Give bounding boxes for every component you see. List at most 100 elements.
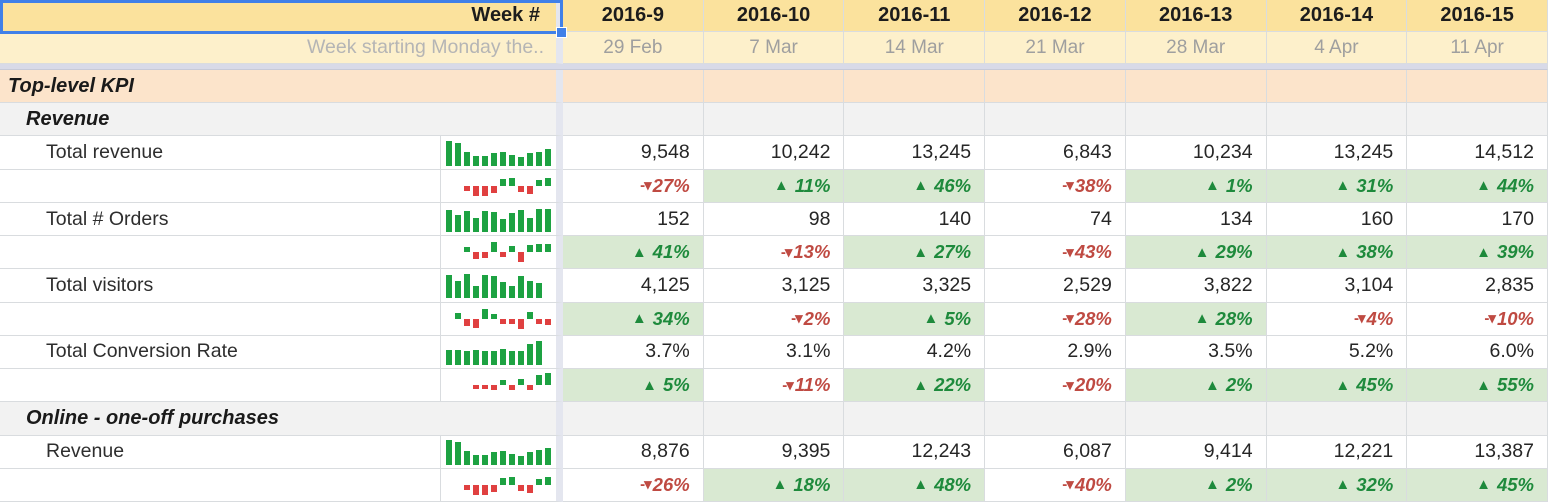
- section-empty-cell[interactable]: [563, 103, 704, 137]
- delta-cell[interactable]: ▲ 31%: [1266, 169, 1408, 203]
- value-cell[interactable]: 5.2%: [1266, 335, 1408, 370]
- section-empty-cell[interactable]: [703, 103, 845, 137]
- value-cell[interactable]: 2,529: [985, 269, 1126, 303]
- delta-cell[interactable]: ▲ 45%: [1266, 369, 1408, 403]
- delta-cell[interactable]: ▲ 2%: [1125, 468, 1267, 502]
- sparkline-cell[interactable]: [441, 369, 563, 403]
- section-empty-cell[interactable]: [1407, 103, 1548, 137]
- column-header-2016-13[interactable]: 2016-13: [1125, 0, 1267, 32]
- value-cell[interactable]: 9,414: [1125, 435, 1267, 469]
- delta-cell[interactable]: ▲ 34%: [563, 302, 704, 336]
- section-empty-cell[interactable]: [1125, 70, 1267, 104]
- delta-cell[interactable]: ▲ 29%: [1125, 236, 1267, 270]
- sparkline-cell[interactable]: [441, 468, 563, 502]
- delta-cell[interactable]: -▾ 43%: [985, 236, 1126, 270]
- value-cell[interactable]: 3,104: [1266, 269, 1408, 303]
- value-cell[interactable]: 12,221: [1266, 435, 1408, 469]
- value-cell[interactable]: 3,822: [1125, 269, 1267, 303]
- value-cell[interactable]: 8,876: [563, 435, 704, 469]
- delta-cell[interactable]: ▲ 46%: [844, 169, 986, 203]
- fill-handle[interactable]: [556, 27, 567, 38]
- delta-cell[interactable]: -▾ 28%: [985, 302, 1126, 336]
- week-start-date-cell-4-apr[interactable]: 4 Apr: [1266, 32, 1408, 64]
- week-number-header-cell[interactable]: Week #: [0, 0, 563, 32]
- delta-cell[interactable]: -▾ 26%: [563, 468, 704, 502]
- sparkline-cell[interactable]: [441, 302, 563, 336]
- row-label-total-revenue[interactable]: Total revenue: [0, 136, 441, 170]
- value-cell[interactable]: 3.7%: [563, 335, 704, 370]
- section-empty-cell[interactable]: [563, 402, 704, 436]
- value-cell[interactable]: 160: [1266, 202, 1408, 237]
- section-empty-cell[interactable]: [985, 402, 1126, 436]
- row-label-total-conversion-rate[interactable]: Total Conversion Rate: [0, 335, 441, 370]
- value-cell[interactable]: 6.0%: [1407, 335, 1548, 370]
- value-cell[interactable]: 98: [703, 202, 845, 237]
- section-empty-cell[interactable]: [1266, 70, 1408, 104]
- column-header-2016-11[interactable]: 2016-11: [844, 0, 986, 32]
- value-cell[interactable]: 6,087: [985, 435, 1126, 469]
- section-empty-cell[interactable]: [1407, 402, 1548, 436]
- delta-cell[interactable]: ▲ 28%: [1125, 302, 1267, 336]
- delta-cell[interactable]: ▲ 2%: [1125, 369, 1267, 403]
- delta-label-cell[interactable]: [0, 169, 441, 203]
- delta-cell[interactable]: ▲ 48%: [844, 468, 986, 502]
- sparkline-cell[interactable]: [441, 236, 563, 270]
- sparkline-cell[interactable]: [441, 335, 563, 370]
- delta-label-cell[interactable]: [0, 236, 441, 270]
- column-header-2016-12[interactable]: 2016-12: [985, 0, 1126, 32]
- value-cell[interactable]: 13,387: [1407, 435, 1548, 469]
- delta-cell[interactable]: ▲ 44%: [1407, 169, 1548, 203]
- delta-cell[interactable]: ▲ 41%: [563, 236, 704, 270]
- value-cell[interactable]: 3.1%: [703, 335, 845, 370]
- delta-cell[interactable]: -▾ 27%: [563, 169, 704, 203]
- value-cell[interactable]: 12,243: [844, 435, 986, 469]
- value-cell[interactable]: 3,125: [703, 269, 845, 303]
- delta-cell[interactable]: ▲ 5%: [563, 369, 704, 403]
- delta-cell[interactable]: -▾ 20%: [985, 369, 1126, 403]
- value-cell[interactable]: 3,325: [844, 269, 986, 303]
- section-label-online-one-off-purchases[interactable]: Online - one-off purchases: [0, 402, 563, 436]
- value-cell[interactable]: 74: [985, 202, 1126, 237]
- delta-cell[interactable]: ▲ 27%: [844, 236, 986, 270]
- delta-label-cell[interactable]: [0, 302, 441, 336]
- sparkline-cell[interactable]: [441, 169, 563, 203]
- week-start-date-cell-7-mar[interactable]: 7 Mar: [703, 32, 845, 64]
- sparkline-cell[interactable]: [441, 269, 563, 303]
- delta-cell[interactable]: ▲ 32%: [1266, 468, 1408, 502]
- delta-cell[interactable]: -▾ 11%: [703, 369, 845, 403]
- section-empty-cell[interactable]: [985, 70, 1126, 104]
- week-start-date-cell-11-apr[interactable]: 11 Apr: [1407, 32, 1548, 64]
- delta-cell[interactable]: -▾ 40%: [985, 468, 1126, 502]
- value-cell[interactable]: 6,843: [985, 136, 1126, 170]
- section-empty-cell[interactable]: [703, 70, 845, 104]
- column-header-2016-15[interactable]: 2016-15: [1407, 0, 1548, 32]
- section-empty-cell[interactable]: [844, 402, 986, 436]
- sparkline-cell[interactable]: [441, 136, 563, 170]
- row-label-total-visitors[interactable]: Total visitors: [0, 269, 441, 303]
- value-cell[interactable]: 9,395: [703, 435, 845, 469]
- section-empty-cell[interactable]: [1407, 70, 1548, 104]
- section-empty-cell[interactable]: [985, 103, 1126, 137]
- section-empty-cell[interactable]: [844, 103, 986, 137]
- value-cell[interactable]: 2,835: [1407, 269, 1548, 303]
- section-empty-cell[interactable]: [703, 402, 845, 436]
- value-cell[interactable]: 13,245: [844, 136, 986, 170]
- value-cell[interactable]: 170: [1407, 202, 1548, 237]
- sparkline-cell[interactable]: [441, 435, 563, 469]
- row-label-total-orders[interactable]: Total # Orders: [0, 202, 441, 237]
- section-label-top-level-kpi[interactable]: Top-level KPI: [0, 70, 563, 104]
- column-header-2016-10[interactable]: 2016-10: [703, 0, 845, 32]
- delta-cell[interactable]: -▾ 4%: [1266, 302, 1408, 336]
- sparkline-cell[interactable]: [441, 202, 563, 237]
- delta-cell[interactable]: ▲ 5%: [844, 302, 986, 336]
- value-cell[interactable]: 2.9%: [985, 335, 1126, 370]
- row-label-revenue[interactable]: Revenue: [0, 435, 441, 469]
- section-empty-cell[interactable]: [1266, 402, 1408, 436]
- section-empty-cell[interactable]: [563, 70, 704, 104]
- delta-cell[interactable]: ▲ 1%: [1125, 169, 1267, 203]
- delta-cell[interactable]: ▲ 11%: [703, 169, 845, 203]
- week-start-date-cell-28-mar[interactable]: 28 Mar: [1125, 32, 1267, 64]
- delta-cell[interactable]: ▲ 38%: [1266, 236, 1408, 270]
- delta-cell[interactable]: -▾ 10%: [1407, 302, 1548, 336]
- value-cell[interactable]: 14,512: [1407, 136, 1548, 170]
